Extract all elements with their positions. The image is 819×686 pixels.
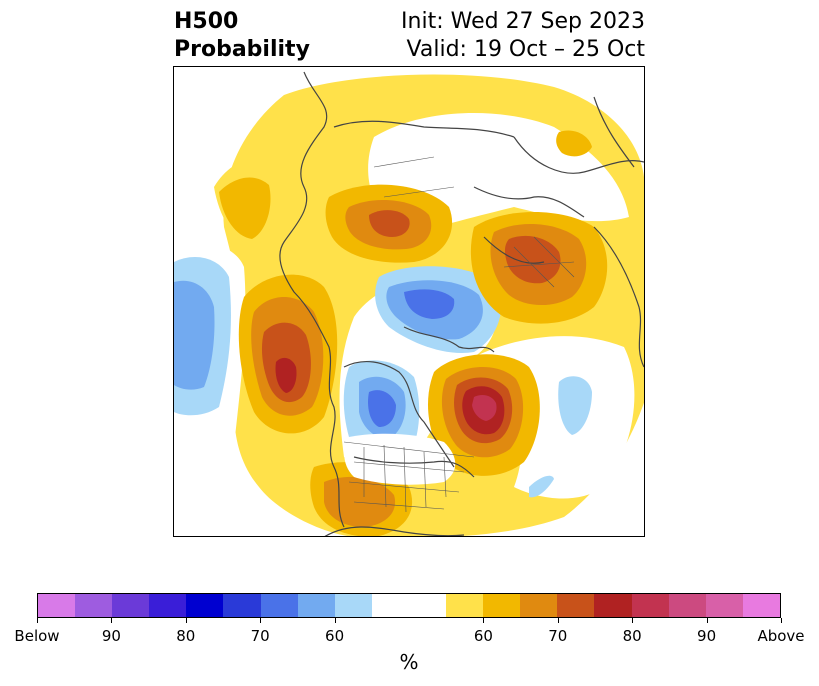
- title-h500: H500: [174, 9, 239, 34]
- colorbar-segment: [483, 594, 521, 617]
- contour-above-75-europe: [504, 235, 561, 284]
- colorbar-tick-label: 90: [697, 627, 717, 645]
- colorbar-segment: [186, 594, 224, 617]
- contour-above-80-west: [275, 357, 297, 393]
- contour-below-70-arctic: [404, 289, 455, 319]
- neutral-usa: [344, 433, 456, 485]
- colorbar-tick-label: 60: [473, 627, 493, 645]
- colorbar-segment: [149, 594, 187, 617]
- colorbar-segment: [371, 594, 447, 617]
- colorbar: [37, 593, 781, 618]
- colorbar-tick-label: 80: [176, 627, 196, 645]
- contour-above-65-ne-corner: [556, 130, 592, 157]
- colorbar-segment: [260, 594, 298, 617]
- colorbar-tick-label: Above: [757, 627, 805, 645]
- colorbar-segment: [705, 594, 743, 617]
- colorbar-segment: [668, 594, 706, 617]
- valid-range: Valid: 19 Oct – 25 Oct: [406, 37, 645, 62]
- contour-below-65-pacific: [174, 280, 215, 390]
- colorbar-segment: [594, 594, 632, 617]
- colorbar-segment: [631, 594, 669, 617]
- colorbar-segment: [297, 594, 335, 617]
- colorbar-tick-label: 60: [325, 627, 345, 645]
- colorbar-tick-mark: [37, 618, 38, 623]
- colorbar-segment: [38, 594, 76, 617]
- probability-map: [173, 66, 645, 537]
- colorbar-tick-mark: [706, 618, 708, 623]
- contour-above-70-south-us: [324, 476, 396, 527]
- contour-below-70-canada: [368, 390, 396, 427]
- colorbar-tick-label: 80: [622, 627, 642, 645]
- init-date: Init: Wed 27 Sep 2023: [401, 9, 645, 34]
- title-right: Init: Wed 27 Sep 2023 Valid: 19 Oct – 25…: [401, 8, 645, 64]
- colorbar-tick-mark: [781, 618, 782, 623]
- colorbar-tick-mark: [334, 618, 336, 623]
- colorbar-tick-mark: [185, 618, 187, 623]
- contour-above-75-arctic-c: [369, 210, 410, 237]
- colorbar-tick-mark: [483, 618, 485, 623]
- title-probability: Probability: [174, 37, 310, 62]
- political-borders: [343, 156, 575, 513]
- colorbar-segment: [557, 594, 595, 617]
- colorbar-segment: [446, 594, 484, 617]
- colorbar-segment: [520, 594, 558, 617]
- colorbar-tick-mark: [111, 618, 113, 623]
- colorbar-tick-label: 70: [250, 627, 270, 645]
- colorbar-tick-mark: [260, 618, 262, 623]
- coastlines: [279, 71, 644, 536]
- map-svg: [174, 71, 644, 536]
- colorbar-unit-label: %: [399, 650, 419, 674]
- colorbar-segment: [112, 594, 150, 617]
- colorbar-tick-mark: [632, 618, 634, 623]
- contour-above-85-labrador: [472, 395, 497, 421]
- colorbar-tick-label: 90: [101, 627, 121, 645]
- colorbar-segment: [223, 594, 261, 617]
- colorbar-segment: [75, 594, 113, 617]
- colorbar-segment: [334, 594, 372, 617]
- contour-above-65-nw: [219, 177, 271, 239]
- colorbar-tick-label: Below: [14, 627, 60, 645]
- contour-below-60-atlantic: [558, 376, 592, 435]
- title-left: H500 Probability: [174, 8, 310, 64]
- contour-below-60-gulf: [529, 475, 554, 498]
- colorbar-tick-label: 70: [548, 627, 568, 645]
- colorbar-tick-mark: [557, 618, 559, 623]
- colorbar-segment: [742, 594, 780, 617]
